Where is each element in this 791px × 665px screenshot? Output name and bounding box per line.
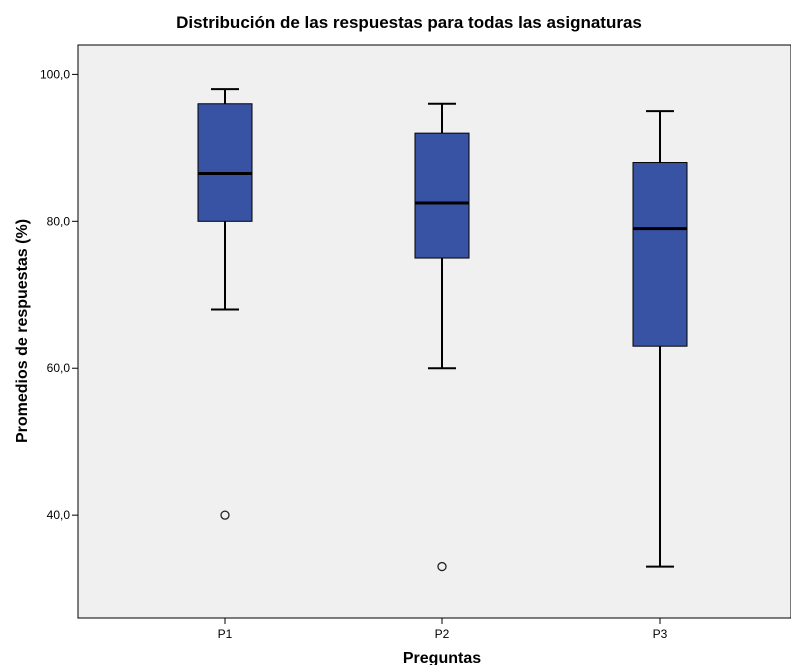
y-axis: 40,0 60,0 80,0 100,0 <box>40 67 78 522</box>
outlier-point <box>437 561 447 572</box>
iqr-box <box>197 103 253 222</box>
x-axis-label: Preguntas <box>403 650 481 665</box>
y-axis-label: Promedios de respuestas (%) <box>14 219 31 443</box>
chart-title: Distribución de las respuestas para toda… <box>176 13 642 32</box>
iqr-box <box>632 162 688 347</box>
boxes-group <box>197 88 688 572</box>
x-axis: P1 P2 P3 <box>218 618 668 641</box>
y-tick-label: 100,0 <box>40 67 70 81</box>
y-tick-label: 40,0 <box>47 508 71 522</box>
y-tick-label: 60,0 <box>47 361 71 375</box>
box-p3 <box>632 110 688 568</box>
box-p2 <box>414 102 470 572</box>
outlier-point <box>220 510 230 520</box>
x-tick-label: P1 <box>218 627 233 641</box>
y-tick-label: 80,0 <box>47 214 71 228</box>
x-tick-label: P2 <box>435 627 450 641</box>
x-tick-label: P3 <box>653 627 668 641</box>
iqr-box <box>414 132 470 259</box>
box-p1 <box>197 88 253 520</box>
